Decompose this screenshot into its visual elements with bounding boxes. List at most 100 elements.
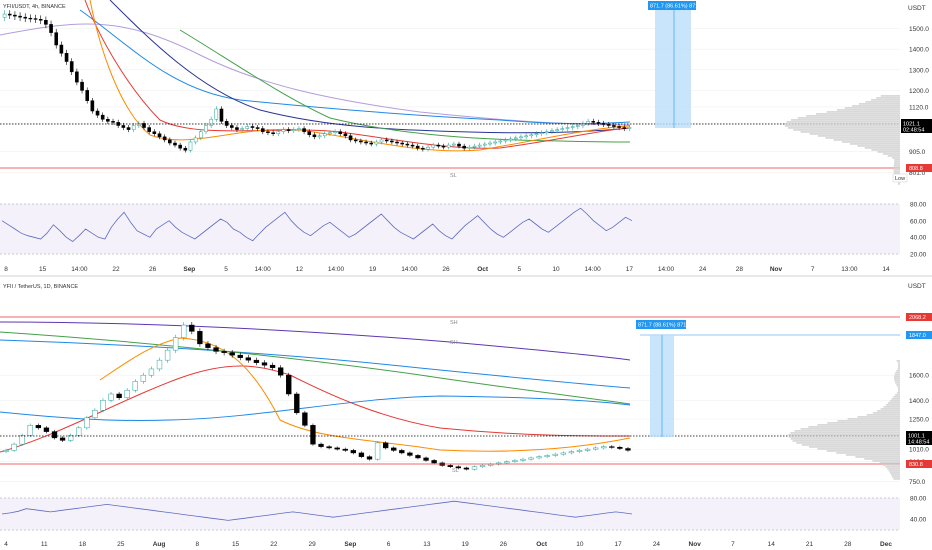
- top-candle: [374, 141, 379, 145]
- top-rsi-tick-labels: 80.00 60.00 40.00 20.00: [910, 202, 927, 259]
- bottom-x-tick: 14: [768, 541, 776, 548]
- top-rsi-pane[interactable]: 80.00 60.00 40.00 20.00: [0, 202, 927, 259]
- top-x-tick: Oct: [477, 266, 489, 273]
- bottom-rsi-band: [0, 498, 900, 530]
- top-volume-profile-bar: [891, 157, 900, 159]
- top-price-axis[interactable]: [900, 0, 932, 195]
- top-candle: [436, 144, 441, 147]
- top-volume-profile-bar: [864, 147, 900, 149]
- bottom-volume-profile-bar: [794, 430, 900, 432]
- top-ma-orange: [89, 0, 631, 152]
- top-candle: [591, 121, 596, 123]
- top-x-tick: 14: [882, 266, 890, 273]
- bottom-candle: [560, 452, 567, 455]
- bottom-x-tick: Oct: [536, 541, 548, 548]
- bottom-volume-profile-bar: [889, 472, 900, 474]
- top-volume-profile-bar: [880, 95, 900, 97]
- top-candle: [581, 123, 585, 126]
- top-volume-profile-bar: [893, 167, 900, 169]
- bottom-candle: [568, 451, 575, 454]
- bottom-volume-profile-bar: [877, 410, 900, 412]
- bottom-rsi-pane[interactable]: 80.00 40.00: [0, 496, 927, 531]
- bottom-candle: [302, 412, 308, 426]
- bottom-candle: [407, 452, 413, 456]
- bottom-price-chart[interactable]: YFII / TetherUS, 1D, BINANCE 871.7 (88.6…: [0, 280, 932, 490]
- bottom-candle: [108, 393, 114, 401]
- bottom-candle: [455, 466, 462, 469]
- top-candle: [493, 141, 497, 144]
- bottom-candle: [27, 425, 33, 436]
- bottom-y-tick: 1010.0: [909, 447, 929, 454]
- top-price-chart[interactable]: YFII/USDT, 4h, BINANCE 871.7 (86.61%) 87…: [0, 0, 932, 195]
- bottom-x-tick: 18: [79, 541, 87, 548]
- top-candle: [503, 139, 508, 142]
- top-x-tick: 13:00: [841, 266, 858, 273]
- bottom-volume-profile-bar: [790, 432, 900, 434]
- bottom-volume-profile-bar: [893, 478, 900, 480]
- bottom-y-tick: 750.0: [909, 479, 926, 486]
- top-candle: [570, 126, 575, 128]
- bottom-candle: [350, 450, 357, 454]
- bottom-volume-profile-bar: [882, 464, 900, 466]
- bottom-volume-profile-bar: [898, 390, 900, 392]
- top-y-tick: 1500.0: [909, 26, 929, 33]
- top-candle: [333, 131, 337, 133]
- bottom-volume-profile-bar: [896, 370, 900, 372]
- bottom-candle: [229, 352, 235, 356]
- top-candle: [606, 124, 611, 126]
- top-candle: [193, 137, 198, 143]
- top-sl-label: SL: [450, 173, 457, 179]
- bottom-candle: [447, 465, 453, 467]
- bottom-candle: [609, 446, 615, 448]
- top-candle: [462, 145, 466, 149]
- bottom-candle: [253, 359, 260, 363]
- top-candle: [286, 129, 291, 131]
- bottom-x-tick: Sep: [344, 541, 356, 548]
- top-volume-profile-bar: [894, 161, 900, 163]
- bottom-candle: [520, 458, 526, 461]
- bottom-candle: [132, 381, 138, 391]
- bottom-candle: [261, 362, 268, 366]
- bottom-volume-profile-bar: [801, 444, 900, 446]
- bottom-x-axis[interactable]: 4 11 18 25 Aug 8 15 22 29 Sep 6 13 19 26 Oct 10 17 24 Nov 7…: [4, 541, 892, 548]
- bottom-candle: [471, 466, 478, 470]
- bottom-y-tick: 1250.0: [909, 417, 929, 424]
- top-candle: [54, 32, 59, 46]
- bottom-volume-profile-bar: [896, 384, 900, 386]
- bottom-volume-profile-bar: [894, 376, 900, 378]
- top-candle: [410, 144, 415, 147]
- top-price-tag: [901, 119, 932, 133]
- top-volume-profile-bar: [786, 121, 900, 123]
- bottom-volume-profile-bar: [894, 374, 900, 376]
- bottom-candle: [59, 437, 66, 441]
- top-candle: [90, 100, 95, 112]
- top-candle: [534, 133, 539, 136]
- bottom-volume-profile-bar: [897, 368, 900, 370]
- bottom-volume-profile-bar: [872, 460, 900, 462]
- bottom-currency-label: USDT: [908, 283, 926, 290]
- top-x-axis[interactable]: 8 15 14:00 22 26 Sep 5 14:00 12 14:00 19 14:00 26 Oct…: [4, 266, 890, 273]
- top-candle: [483, 143, 487, 146]
- bottom-x-tick: 10: [576, 541, 584, 548]
- bottom-volume-profile-bar: [894, 378, 900, 380]
- bottom-volume-profile-bar: [788, 436, 900, 438]
- top-candle: [359, 140, 363, 143]
- bottom-candle: [310, 425, 316, 445]
- bottom-volume-profile-bar: [796, 442, 900, 444]
- bottom-moving-averages: [0, 321, 631, 453]
- top-volume-profile-bar: [898, 183, 900, 185]
- bottom-volume-profile: [788, 360, 900, 480]
- top-x-tick: 17: [626, 266, 634, 273]
- top-x-tick: 8: [4, 266, 8, 273]
- top-candle: [255, 127, 260, 129]
- top-support-tag-value: 808.8: [909, 166, 923, 172]
- top-volume-profile-bar: [787, 127, 900, 129]
- top-low-tag: [892, 173, 908, 183]
- top-x-tick: 24: [699, 266, 707, 273]
- bottom-ma-blue-2: [0, 395, 631, 422]
- bottom-candle: [51, 431, 58, 439]
- bottom-x-tick: 24: [653, 541, 661, 548]
- top-rsi-tick: 40.00: [910, 235, 927, 242]
- top-candle: [204, 125, 208, 132]
